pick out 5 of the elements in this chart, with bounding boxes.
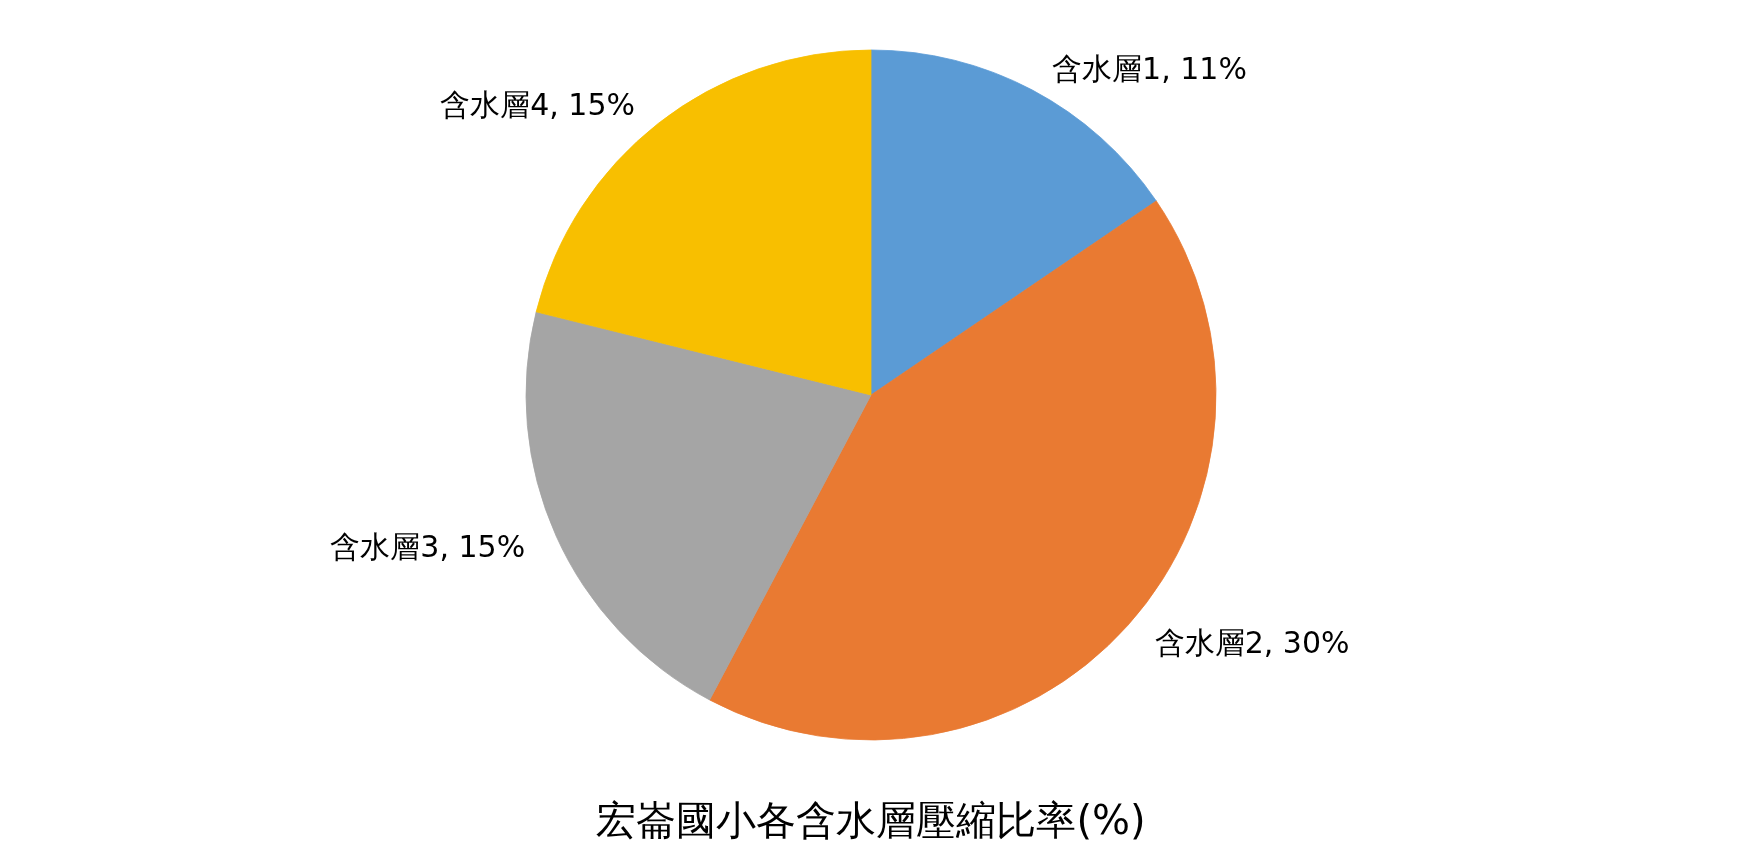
data-label: 含水層2, 30% [1154, 624, 1350, 660]
title: 宏崙國小各含水層壓縮比率(%) [596, 797, 1146, 843]
data-label: 含水層1, 11% [1052, 50, 1247, 86]
data-label: 含水層4, 15% [440, 86, 636, 122]
data-label: 含水層3, 15% [330, 529, 526, 564]
